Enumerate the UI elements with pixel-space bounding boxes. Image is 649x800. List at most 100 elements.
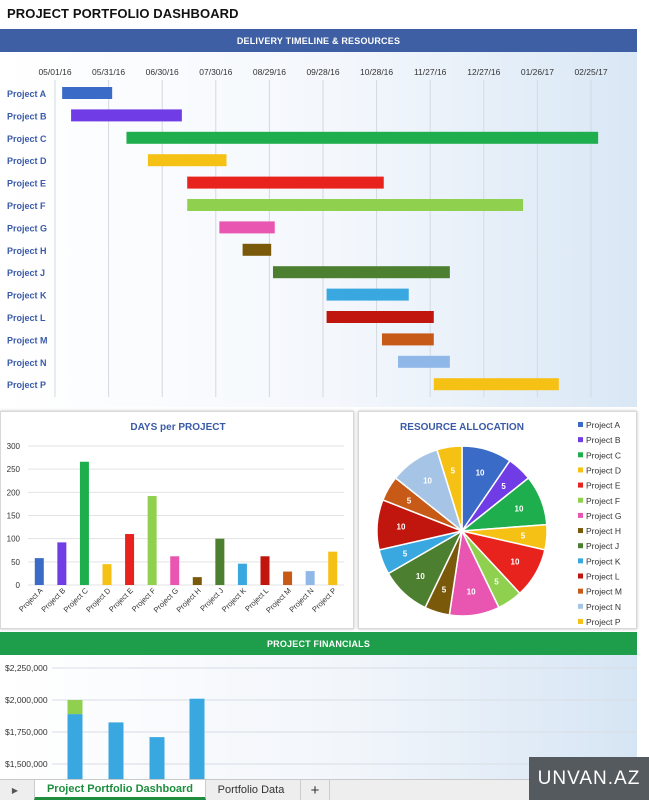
pie-legend-swatch [578,528,583,534]
pie-legend-label: Project H [586,526,621,536]
days-y-tick-label: 0 [16,581,21,590]
pie-legend-label: Project J [586,541,619,551]
gantt-bar [326,288,409,301]
gantt-tick-label: 06/30/16 [146,67,179,77]
pie-slice-label: 5 [442,585,447,594]
fin-bar [149,737,165,779]
days-bar-chart: DAYS per PROJECT 0 50 100 150 200 250 300 Projec… [7,422,344,615]
pie-legend-label: Project M [586,587,622,597]
pie-slice-label: 10 [515,505,524,514]
pie-legend-swatch [578,558,583,564]
gantt-tick-label: 09/28/16 [306,67,339,77]
pie-slice-label: 10 [397,522,406,531]
days-bar [305,571,315,585]
pie-legend-label: Project B [586,435,621,445]
pie-slice [436,445,463,532]
gantt-bar [433,378,559,391]
financials-svg: $1,500,000 $1,750,000 $2,000,000 $2,250,000 [5,663,637,779]
days-bar [283,571,293,585]
pie-slice-label: 10 [416,572,425,581]
gantt-project-label: Project F [7,201,46,211]
tab-project-portfolio-dashboard[interactable]: Project Portfolio Dashboard [34,780,206,800]
days-x-tick-label: Project K [220,586,248,614]
days-x-tick-label: Project P [310,586,338,614]
pie-legend-swatch [578,497,583,503]
gantt-tick-label: 10/28/16 [360,67,393,77]
pie-legend-label: Project F [586,496,620,506]
pie-slice-label: 10 [467,588,476,597]
days-bar [170,556,180,585]
gantt-bar [242,243,272,256]
pie-legend-swatch [578,603,583,609]
days-bar [215,538,225,585]
gantt-chart: 05/01/16 05/31/16 06/30/16 07/30/16 08/29/16… [0,52,637,407]
financials-header-band: PROJECT FINANCIALS [0,632,637,655]
days-bar [79,461,89,585]
pie-legend-swatch [578,573,583,579]
pie-legend-label: Project A [586,420,620,430]
days-chart-title: DAYS per PROJECT [130,422,225,433]
gantt-bar [62,87,113,99]
days-bar [192,577,202,585]
fin-y-tick-label: $1,750,000 [5,727,48,737]
days-bar [237,563,247,585]
pie-legend-swatch [578,512,583,518]
pie-legend-label: Project E [586,481,621,491]
pie-legend-swatch [578,452,583,458]
resource-pie-chart: RESOURCE ALLOCATION 10 5 10 5 10 5 10 5 10 5 10 5 10 5… [376,420,622,627]
gantt-bar [187,199,524,211]
pie-legend-label: Project L [586,572,620,582]
days-x-tick-label: Project E [107,586,135,614]
gantt-tick-label: 08/29/16 [253,67,286,77]
pie-legend-label: Project N [586,602,621,612]
watermark-logo: UNVAN.AZ [529,757,649,800]
gantt-tick-label: 01/26/17 [521,67,554,77]
days-per-project-panel: DAYS per PROJECT 0 50 100 150 200 250 300 Projec… [0,411,354,629]
fin-y-tick-label: $1,500,000 [5,759,48,769]
gantt-project-label: Project G [7,223,47,233]
pie-legend-swatch [578,422,583,427]
play-triangle-icon[interactable]: ▶ [11,786,19,795]
gantt-bar [398,355,450,368]
days-y-tick-label: 250 [7,465,21,474]
pie-legend-label: Project K [586,556,621,566]
days-y-tick-label: 50 [11,558,20,567]
pie-legend-label: Project D [586,465,621,475]
fin-bar [67,714,83,779]
gantt-tick-label: 07/30/16 [199,67,232,77]
gantt-project-label: Project M [7,335,48,345]
add-sheet-button[interactable]: + [300,780,330,800]
days-bar [102,564,112,585]
pie-legend-label: Project P [586,617,621,627]
pie-legend-swatch [578,588,583,594]
pie-legend-label: Project C [586,450,621,460]
gantt-bar [219,221,275,234]
pie-slice-label: 5 [403,549,408,558]
pie-slice-label: 5 [407,496,412,505]
gantt-project-label: Project N [7,358,47,368]
pie-legend-label: Project G [586,511,621,521]
pie-slice-label: 5 [521,532,526,541]
gantt-project-label: Project H [7,246,47,256]
gantt-project-label: Project L [7,313,46,323]
days-x-tick-label: Project H [175,586,203,614]
days-bar [328,551,338,585]
gantt-project-label: Project C [7,134,47,144]
timeline-header-band: DELIVERY TIMELINE & RESOURCES [0,29,637,52]
gantt-svg: 05/01/16 05/31/16 06/30/16 07/30/16 08/29/16… [7,67,608,397]
days-y-tick-label: 200 [7,488,21,497]
gantt-project-label: Project A [7,89,47,99]
days-bar [260,556,270,585]
tab-portfolio-data[interactable]: Portfolio Data [217,784,285,796]
gantt-bar [326,311,434,323]
gantt-tick-label: 11/27/16 [414,67,447,77]
gantt-bar [272,266,450,279]
gantt-bar [187,176,384,189]
gantt-project-label: Project D [7,156,47,166]
sheet-tab-bar: ▶ Project Portfolio Dashboard Portfolio … [0,779,649,800]
fin-y-tick-label: $2,250,000 [5,663,48,673]
days-bar [34,558,44,585]
page-title: PROJECT PORTFOLIO DASHBOARD [7,6,239,21]
pie-slice-label: 10 [476,469,485,478]
gantt-bar [381,333,434,346]
